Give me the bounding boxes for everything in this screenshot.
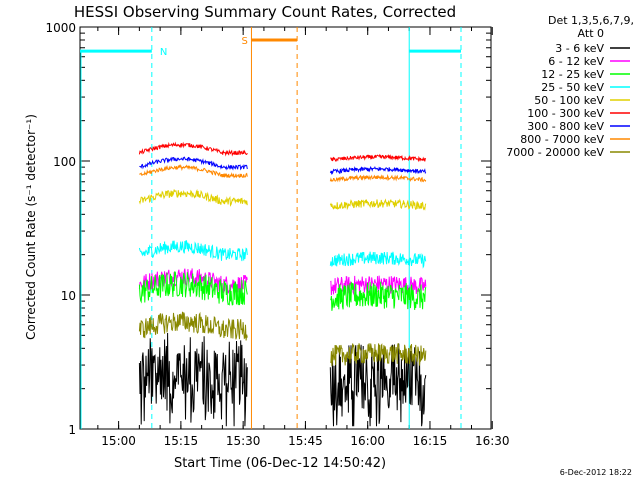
series-line-5 bbox=[138, 188, 248, 207]
legend-header-line-1: Det 1,3,5,6,7,9, bbox=[548, 14, 634, 27]
legend-label: 6 - 12 keV bbox=[548, 55, 604, 68]
plot-area: 15:00 15:15 15:30 15:45 16:00 16:15 16:30 1 10 10… bbox=[45, 21, 509, 448]
series-line-8 bbox=[329, 173, 427, 183]
y-axis-label: Corrected Count Rate (s⁻¹ detector⁻¹) bbox=[24, 114, 38, 340]
x-tick-label: 16:30 bbox=[475, 434, 510, 448]
series-line-4 bbox=[329, 251, 427, 269]
legend-label: 300 - 800 keV bbox=[527, 120, 604, 133]
x-tick-label: 15:15 bbox=[164, 434, 199, 448]
series-line-7 bbox=[139, 156, 248, 171]
plot-frame bbox=[79, 26, 492, 430]
series-line-6 bbox=[138, 141, 248, 157]
series-line-3 bbox=[138, 271, 248, 306]
chart-title: HESSI Observing Summary Count Rates, Cor… bbox=[74, 3, 456, 21]
timestamp-footer: 6-Dec-2012 18:22 bbox=[560, 468, 632, 477]
y-tick-label: 100 bbox=[53, 155, 76, 169]
x-axis-label: Start Time (06-Dec-12 14:50:42) bbox=[174, 456, 386, 471]
legend-label: 800 - 7000 keV bbox=[520, 133, 604, 146]
y-tick-label: 10 bbox=[61, 289, 76, 303]
series-line-1 bbox=[329, 343, 427, 427]
legend-header-line-2: Att 0 bbox=[578, 27, 604, 40]
series-line-8 bbox=[139, 164, 248, 179]
legend-label: 100 - 300 keV bbox=[527, 107, 604, 120]
series-line-4 bbox=[138, 240, 248, 262]
legend-label: 50 - 100 keV bbox=[534, 94, 604, 107]
saa-label: S bbox=[241, 36, 247, 47]
series-line-5 bbox=[329, 198, 427, 211]
series-line-9 bbox=[329, 343, 427, 367]
x-tick-label: 16:00 bbox=[350, 434, 385, 448]
series-line-3 bbox=[330, 281, 427, 311]
legend-label: 25 - 50 keV bbox=[541, 81, 604, 94]
series-line-6 bbox=[330, 153, 426, 163]
legend-label: 12 - 25 keV bbox=[541, 68, 604, 81]
x-tick-label: 15:45 bbox=[288, 434, 323, 448]
legend-label: 3 - 6 keV bbox=[555, 42, 604, 55]
series-line-7 bbox=[329, 165, 427, 176]
y-tick-label: 1 bbox=[68, 423, 76, 437]
x-tick-label: 16:15 bbox=[413, 434, 448, 448]
legend-label: 7000 - 20000 keV bbox=[506, 146, 604, 159]
series-line-1 bbox=[138, 332, 248, 427]
series-line-9 bbox=[138, 311, 248, 341]
x-tick-label: 15:00 bbox=[101, 434, 136, 448]
x-tick-label: 15:30 bbox=[226, 434, 261, 448]
y-tick-label: 1000 bbox=[45, 21, 76, 35]
night-label: N bbox=[160, 47, 167, 58]
